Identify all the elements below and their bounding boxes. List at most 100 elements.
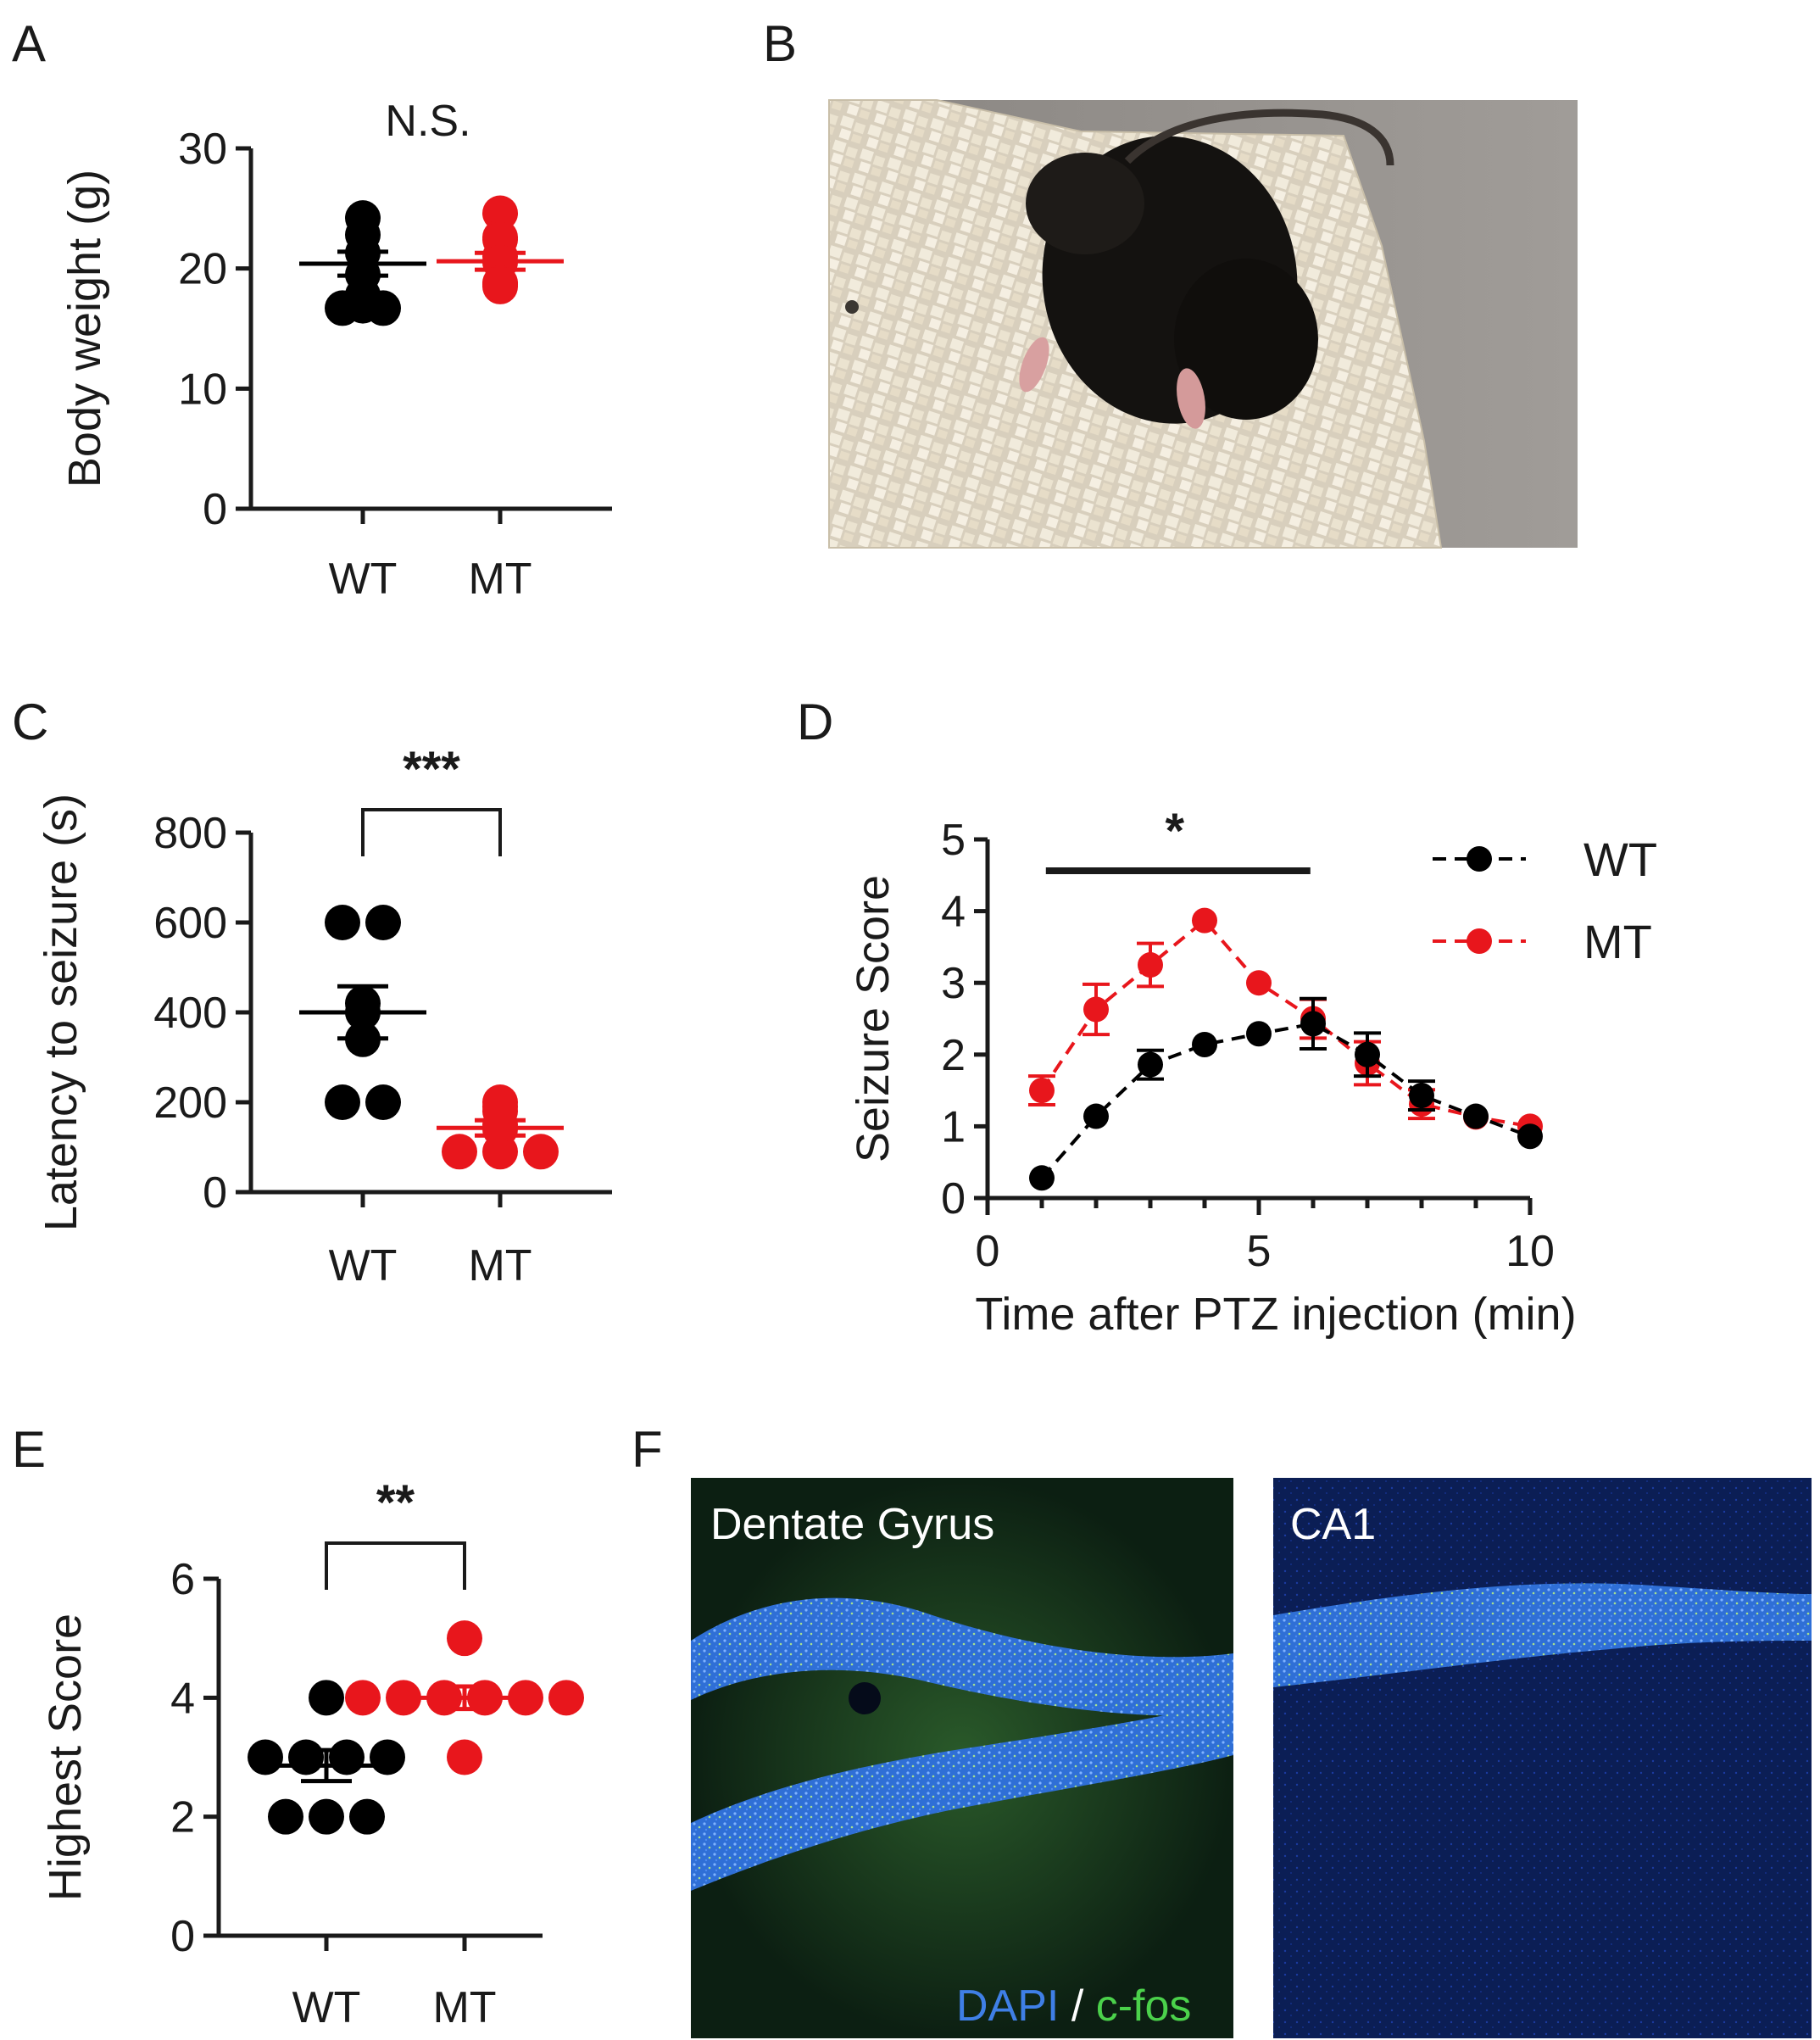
ca1-image: CA1 [1273, 1478, 1812, 2038]
x-axis-label: Time after PTZ injection (min) [975, 1289, 1576, 1340]
data-point [1192, 907, 1217, 934]
y-tick-label: 600 [153, 899, 227, 948]
y-tick-label: 3 [941, 959, 966, 1008]
x-tick-label: MT [468, 1241, 532, 1290]
data-point [482, 266, 518, 303]
data-point [288, 1739, 324, 1775]
y-tick-label: 10 [178, 365, 227, 414]
data-point [1246, 1021, 1272, 1047]
data-point [345, 1680, 381, 1716]
y-tick-label: 800 [153, 809, 227, 858]
y-tick-label: 0 [203, 1168, 227, 1218]
y-tick-label: 4 [941, 888, 966, 937]
y-tick-label: 0 [170, 1912, 195, 1961]
panel-b-mouse-photo [828, 99, 1578, 549]
data-point [349, 1798, 385, 1835]
legend-label: MT [1583, 915, 1652, 968]
data-point [523, 1134, 559, 1170]
data-point [447, 1739, 482, 1775]
data-point [1138, 1051, 1163, 1078]
legend-marker [1467, 846, 1492, 872]
data-point [329, 1739, 365, 1775]
legend-label: WT [1583, 833, 1657, 886]
panel-letter-d: D [797, 694, 833, 750]
panel-letter-b: B [763, 15, 797, 72]
data-point [370, 1739, 405, 1775]
panel-f-micrographs: Dentate Gyrus DAPI / c-fos CA1 [691, 1478, 1812, 2038]
data-point [447, 1620, 482, 1657]
y-axis-label: Highest Score [40, 1614, 91, 1901]
panel-e-highest-score-plot: 0 2 4 6 WT MT Highest Score ** [40, 1475, 584, 2032]
x-tick-label: 0 [976, 1227, 1000, 1276]
data-point [1246, 970, 1272, 996]
data-point [1029, 1078, 1055, 1104]
data-point [1083, 1103, 1109, 1129]
data-point [442, 1134, 477, 1170]
series-line [1040, 917, 1531, 1129]
legend-marker [1467, 928, 1492, 954]
data-point [1463, 1103, 1489, 1129]
data-point [482, 1084, 518, 1120]
y-tick-label: 1 [941, 1102, 966, 1151]
y-tick-label: 4 [170, 1674, 195, 1723]
data-point [1300, 1011, 1326, 1037]
x-tick-label: MT [432, 1983, 496, 2032]
data-point [1083, 996, 1109, 1023]
panel-letter-a: A [12, 15, 46, 72]
y-tick-label: 2 [170, 1793, 195, 1842]
stain-cfos: c-fos [1096, 1981, 1192, 2031]
y-tick-label: 0 [941, 1174, 966, 1223]
dentate-gyrus-label: Dentate Gyrus [710, 1500, 994, 1549]
y-tick-label: 0 [203, 485, 227, 534]
stain-separator: / [1059, 1981, 1095, 2031]
significance-annotation: N.S. [385, 97, 470, 146]
data-point [345, 287, 381, 324]
data-point [1517, 1123, 1543, 1150]
x-tick-label: WT [329, 1241, 398, 1290]
series-line [1040, 1022, 1531, 1179]
y-axis-label: Seizure Score [848, 875, 899, 1162]
data-point [1355, 1041, 1380, 1067]
data-point [248, 1739, 283, 1775]
significance-annotation: * [1166, 804, 1185, 859]
data-point [548, 1680, 584, 1716]
stain-legend: DAPI / c-fos [956, 1981, 1191, 2031]
data-point [309, 1798, 344, 1835]
panel-a-body-weight-plot: 0 10 20 30 WT MT Body weight (g) N.S. [59, 97, 612, 604]
significance-annotation: *** [403, 742, 460, 797]
x-tick-label: WT [329, 555, 398, 604]
data-point [365, 905, 401, 940]
data-point [1192, 1031, 1217, 1057]
x-tick-label: 10 [1506, 1227, 1555, 1276]
y-tick-label: 400 [153, 989, 227, 1038]
data-point [365, 1084, 401, 1120]
panel-d-seizure-score-timecourse: 0 1 2 3 4 5 0 5 10 Time after PTZ injection (min)… [848, 804, 1657, 1340]
y-tick-label: 200 [153, 1079, 227, 1128]
data-point [1029, 1165, 1055, 1191]
panel-letter-c: C [12, 694, 48, 750]
stain-dapi: DAPI [956, 1981, 1059, 2031]
x-tick-label: MT [468, 555, 532, 604]
data-point [325, 1084, 360, 1120]
x-tick-label: 5 [1247, 1227, 1272, 1276]
y-tick-label: 20 [178, 245, 227, 294]
panel-letter-f: F [632, 1421, 663, 1478]
data-point [1138, 952, 1163, 978]
significance-bracket [361, 808, 502, 856]
dentate-gyrus-image: Dentate Gyrus DAPI / c-fos [691, 1478, 1233, 2038]
data-point [1409, 1083, 1434, 1109]
data-point [309, 1680, 344, 1716]
significance-annotation: ** [376, 1475, 415, 1530]
panel-letter-e: E [12, 1421, 46, 1478]
y-tick-label: 6 [170, 1555, 195, 1604]
significance-bracket [325, 1541, 466, 1590]
y-axis-label: Body weight (g) [59, 170, 110, 488]
ca1-label: CA1 [1290, 1500, 1376, 1549]
y-tick-label: 2 [941, 1031, 966, 1080]
data-point [325, 905, 360, 940]
data-point [268, 1798, 303, 1835]
y-tick-label: 30 [178, 125, 227, 174]
y-axis-label: Latency to seizure (s) [36, 794, 86, 1231]
y-tick-label: 5 [941, 816, 966, 865]
